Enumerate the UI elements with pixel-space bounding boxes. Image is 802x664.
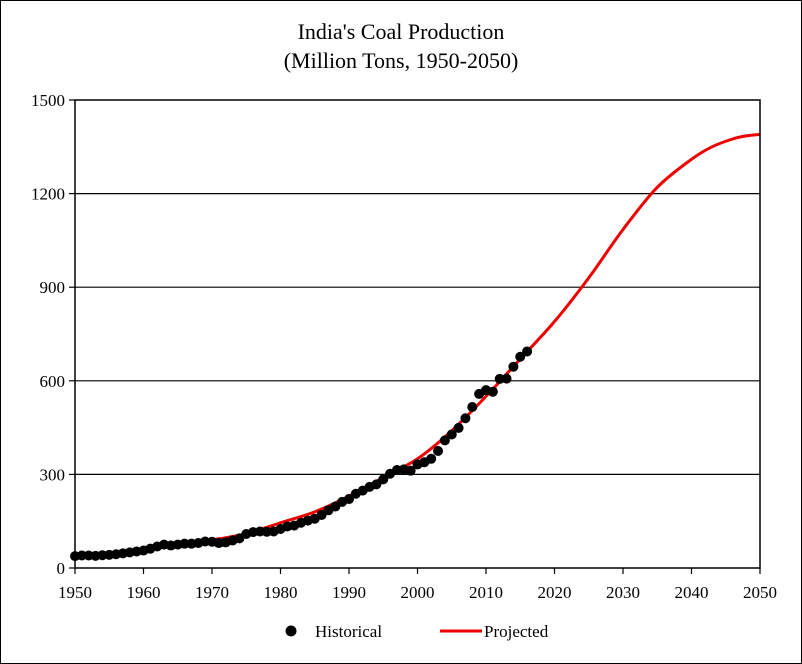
x-tick-label: 2000 xyxy=(401,583,435,602)
x-tick-label: 2030 xyxy=(606,583,640,602)
historical-point xyxy=(179,538,190,549)
historical-point xyxy=(433,446,444,456)
x-tick-label: 2050 xyxy=(743,583,777,602)
historical-point xyxy=(460,413,471,424)
chart-title: India's Coal Production xyxy=(298,19,505,44)
grid-lines xyxy=(75,193,760,475)
historical-point xyxy=(501,373,512,384)
x-axis-ticks: 1950 1960 1970 1980 1990 2000 2010 2020 2030 2040… xyxy=(58,568,777,602)
y-tick-label: 1500 xyxy=(31,91,65,110)
historical-point xyxy=(446,429,457,440)
legend-historical-label: Historical xyxy=(315,622,382,641)
projected-line xyxy=(74,132,761,558)
historical-point xyxy=(76,550,87,561)
historical-point xyxy=(522,346,533,357)
x-tick-label: 1990 xyxy=(332,583,366,602)
x-tick-label: 2040 xyxy=(675,583,709,602)
legend-projected-label: Projected xyxy=(484,622,549,641)
y-tick-label: 0 xyxy=(57,559,66,578)
historical-point xyxy=(371,479,382,490)
projected-series xyxy=(74,132,761,558)
historical-point xyxy=(378,474,389,485)
historical-point xyxy=(515,351,526,362)
historical-point xyxy=(508,361,519,372)
historical-point xyxy=(426,453,437,464)
historical-point xyxy=(487,386,498,397)
x-tick-label: 2020 xyxy=(538,583,572,602)
legend-historical-marker xyxy=(285,625,297,637)
x-tick-label: 2010 xyxy=(469,583,503,602)
legend: Historical Projected xyxy=(285,622,549,641)
plot-area xyxy=(74,99,761,569)
chart-subtitle: (Million Tons, 1950-2050) xyxy=(284,48,519,73)
y-axis-ticks: 0 300 600 900 1200 1500 xyxy=(31,91,75,578)
y-tick-label: 900 xyxy=(40,278,66,297)
historical-point xyxy=(439,435,450,446)
historical-point xyxy=(344,494,354,505)
historical-series xyxy=(70,346,533,562)
x-tick-label: 1980 xyxy=(264,583,298,602)
historical-point xyxy=(453,422,464,433)
y-tick-label: 300 xyxy=(40,465,66,484)
x-tick-label: 1970 xyxy=(195,583,229,602)
x-tick-label: 1950 xyxy=(58,583,92,602)
x-tick-label: 1960 xyxy=(127,583,161,602)
y-tick-label: 1200 xyxy=(31,185,65,204)
historical-point xyxy=(467,402,478,413)
historical-point xyxy=(405,465,416,476)
y-tick-label: 600 xyxy=(40,372,66,391)
